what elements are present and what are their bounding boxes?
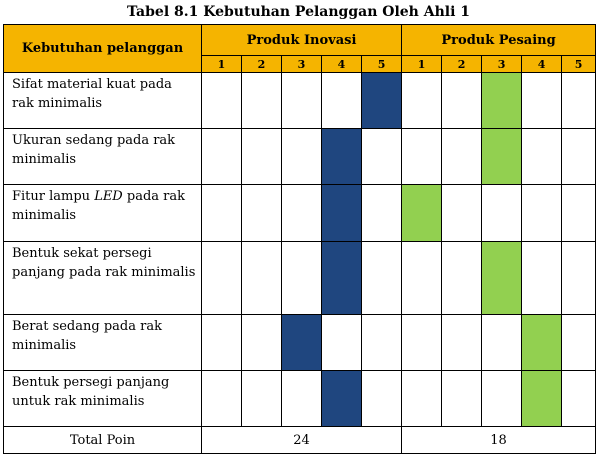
scale-header: 5 (360, 55, 403, 73)
score-cell-inovasi (281, 314, 322, 371)
score-cell-pesaing (401, 184, 443, 242)
requirements-table: Kebutuhan pelanggan Produk Inovasi Produ… (3, 24, 597, 454)
empty-cell (360, 184, 403, 242)
scale-header: 2 (241, 55, 282, 73)
empty-cell (201, 370, 242, 427)
empty-cell (441, 72, 483, 129)
empty-cell (521, 128, 563, 185)
group-header-pesaing: Produk Pesaing (401, 24, 597, 56)
table-row: Bentuk persegi panjang untuk rak minimal… (3, 370, 597, 427)
empty-cell (281, 72, 322, 129)
empty-cell (481, 370, 523, 427)
table-row: Ukuran sedang pada rak minimalis (3, 128, 597, 185)
score-cell-pesaing (521, 314, 563, 371)
scale-header: 4 (521, 55, 563, 73)
empty-cell (561, 314, 597, 371)
empty-cell (241, 72, 282, 129)
empty-cell (281, 241, 322, 315)
requirement-label: Sifat material kuat pada rak minimalis (3, 72, 202, 129)
table-title: Tabel 8.1 Kebutuhan Pelanggan Oleh Ahli … (126, 4, 471, 20)
empty-cell (321, 72, 362, 129)
requirement-label: Ukuran sedang pada rak minimalis (3, 128, 202, 185)
empty-cell (241, 314, 282, 371)
requirement-label: Bentuk persegi panjang untuk rak minimal… (3, 370, 202, 427)
empty-cell (441, 314, 483, 371)
empty-cell (561, 370, 597, 427)
requirement-text: Sifat material kuat pada rak minimalis (12, 77, 172, 111)
requirement-label: Berat sedang pada rak minimalis (3, 314, 202, 371)
scale-header: 4 (321, 55, 362, 73)
score-cell-inovasi (321, 184, 362, 242)
table-row: Fitur lampu LED pada rak minimalis (3, 184, 597, 242)
empty-cell (201, 314, 242, 371)
scale-header: 1 (401, 55, 443, 73)
empty-cell (281, 370, 322, 427)
total-label: Total Poin (3, 426, 202, 454)
empty-cell (360, 370, 403, 427)
score-cell-pesaing (521, 370, 563, 427)
empty-cell (481, 314, 523, 371)
empty-cell (241, 128, 282, 185)
requirement-text: Berat sedang pada rak minimalis (12, 319, 162, 353)
scale-header: 5 (561, 55, 597, 73)
total-pesaing: 18 (401, 426, 597, 454)
scale-header: 3 (281, 55, 322, 73)
empty-cell (561, 241, 597, 315)
score-cell-inovasi (360, 72, 403, 129)
empty-cell (521, 72, 563, 129)
score-cell-pesaing (481, 72, 523, 129)
table-row: Sifat material kuat pada rak minimalis (3, 72, 597, 129)
requirement-text: Ukuran sedang pada rak minimalis (12, 133, 176, 167)
requirement-text: Fitur lampu (12, 189, 95, 204)
total-inovasi: 24 (200, 426, 403, 454)
empty-cell (441, 241, 483, 315)
empty-cell (441, 370, 483, 427)
requirement-text-italic: LED (94, 189, 123, 204)
empty-cell (201, 184, 242, 242)
table-row: Bentuk sekat persegi panjang pada rak mi… (3, 241, 597, 315)
score-cell-inovasi (321, 128, 362, 185)
score-cell-inovasi (321, 370, 362, 427)
empty-cell (241, 184, 282, 242)
requirement-text: pada rak minimalis (12, 189, 185, 223)
empty-cell (401, 314, 443, 371)
requirement-label: Bentuk sekat persegi panjang pada rak mi… (3, 241, 202, 315)
group-header-inovasi: Produk Inovasi (200, 24, 403, 56)
empty-cell (521, 241, 563, 315)
empty-cell (401, 72, 443, 129)
empty-cell (521, 184, 563, 242)
scale-header: 3 (481, 55, 523, 73)
empty-cell (481, 184, 523, 242)
score-cell-inovasi (321, 241, 362, 315)
requirement-column-header: Kebutuhan pelanggan (3, 24, 202, 73)
score-cell-pesaing (481, 241, 523, 315)
empty-cell (360, 241, 403, 315)
empty-cell (241, 370, 282, 427)
empty-cell (360, 314, 403, 371)
empty-cell (561, 72, 597, 129)
empty-cell (241, 241, 282, 315)
empty-cell (201, 72, 242, 129)
empty-cell (281, 184, 322, 242)
empty-cell (401, 370, 443, 427)
scale-header: 2 (441, 55, 483, 73)
requirement-label: Fitur lampu LED pada rak minimalis (3, 184, 202, 242)
empty-cell (441, 184, 483, 242)
empty-cell (561, 128, 597, 185)
empty-cell (281, 128, 322, 185)
score-cell-pesaing (481, 128, 523, 185)
empty-cell (321, 314, 362, 371)
scale-header: 1 (201, 55, 242, 73)
requirement-text: Bentuk sekat persegi panjang pada rak mi… (12, 246, 196, 280)
empty-cell (441, 128, 483, 185)
table-row: Berat sedang pada rak minimalis (3, 314, 597, 371)
empty-cell (561, 184, 597, 242)
empty-cell (401, 128, 443, 185)
empty-cell (201, 128, 242, 185)
empty-cell (201, 241, 242, 315)
requirement-text: Bentuk persegi panjang untuk rak minimal… (12, 375, 170, 409)
empty-cell (360, 128, 403, 185)
empty-cell (401, 241, 443, 315)
